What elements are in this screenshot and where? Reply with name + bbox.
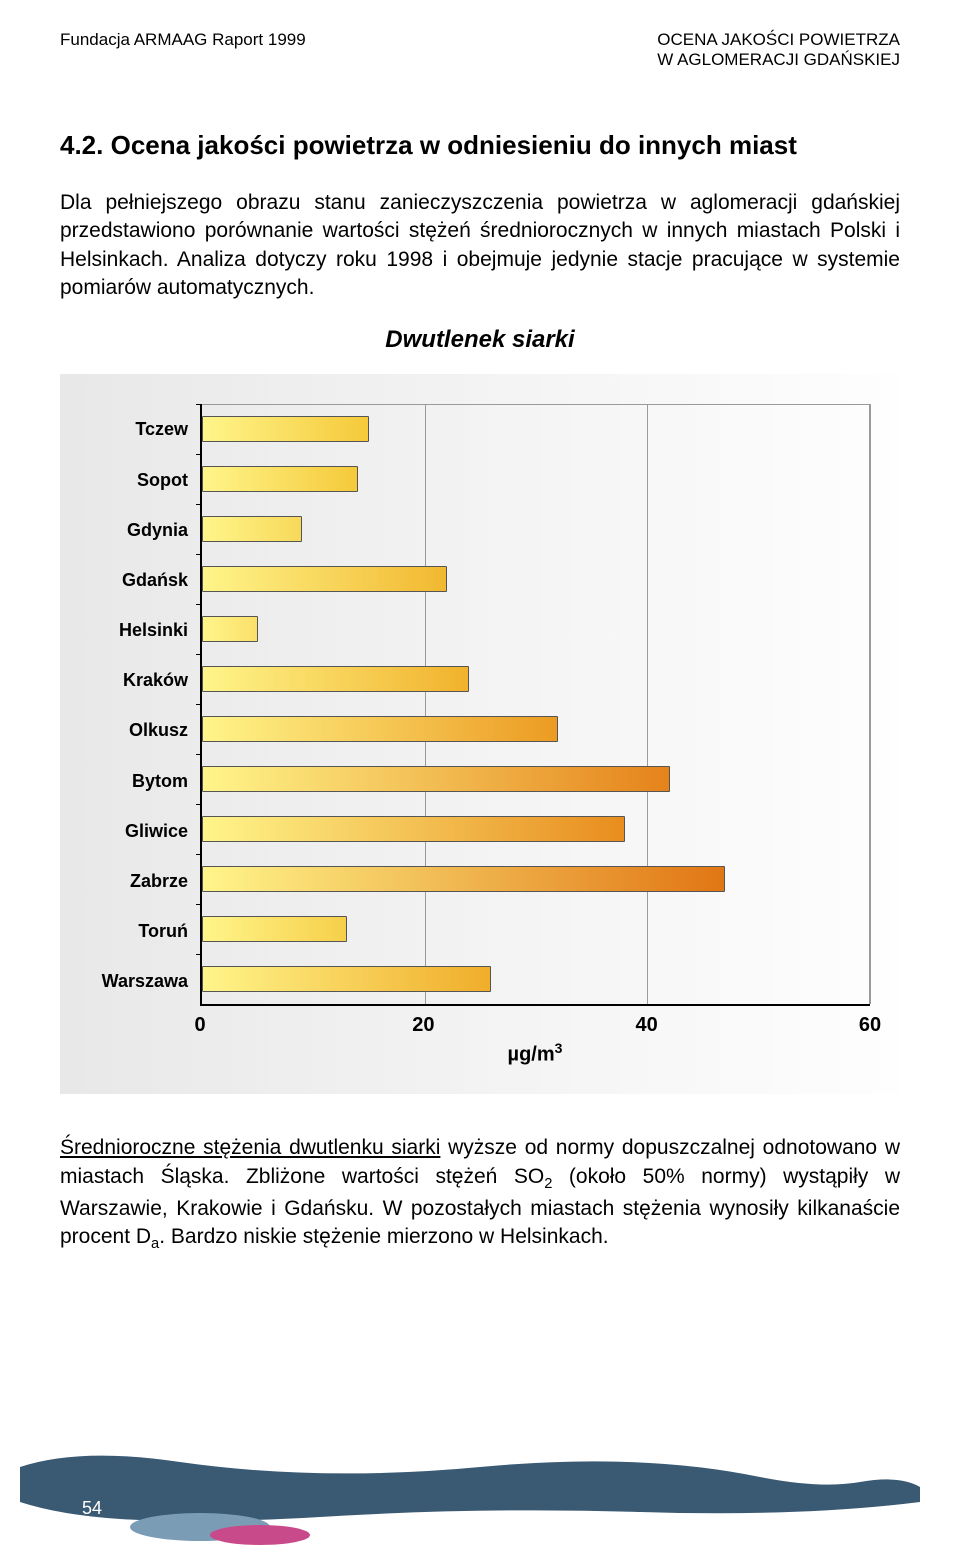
y-label: Warszawa [102,956,188,1006]
y-tick [196,754,202,755]
bar [202,866,725,892]
x-spacer [90,1014,200,1064]
bar-row [202,754,870,804]
bar-row [202,704,870,754]
x-tick: 60 [859,1014,881,1037]
x-tick: 20 [412,1014,434,1037]
y-label: Olkusz [129,705,188,755]
bar-row [202,804,870,854]
bar [202,616,258,642]
y-label: Gdynia [127,505,188,555]
conclusion-underline: Średnioroczne stężenia dwutlenku siarki [60,1136,440,1159]
y-tick [196,454,202,455]
y-label: Toruń [138,906,188,956]
header-right: OCENA JAKOŚCI POWIETRZA W AGLOMERACJI GD… [657,30,900,70]
conclusion-part-d: . Bardzo niskie stężenie mierzono w Hels… [159,1225,608,1248]
footer-shape-accent2 [210,1525,310,1545]
y-tick [196,404,202,405]
bar-row [202,504,870,554]
x-tick: 0 [194,1014,205,1037]
y-tick [196,904,202,905]
y-tick [196,604,202,605]
bar-row [202,454,870,504]
bar [202,666,469,692]
y-label: Tczew [135,404,188,454]
x-axis-unit: µg/m3 [508,1040,563,1067]
y-label: Helsinki [119,605,188,655]
bar [202,916,347,942]
intro-paragraph: Dla pełniejszego obrazu stanu zanieczysz… [60,189,900,302]
bar-row [202,554,870,604]
bar-row [202,954,870,1004]
x-ticks: µg/m3 0204060 [200,1014,870,1064]
bar [202,416,369,442]
y-label: Gdańsk [122,555,188,605]
bar [202,966,491,992]
bar [202,516,302,542]
header-right-line2: W AGLOMERACJI GDAŃSKIEJ [657,50,900,70]
section-title: 4.2. Ocena jakości powietrza w odniesien… [60,130,900,161]
bar-row [202,904,870,954]
bar-row [202,604,870,654]
y-tick [196,554,202,555]
y-label: Gliwice [125,806,188,856]
gridline [870,404,871,1004]
bar-row [202,854,870,904]
footer-shape-main [20,1456,920,1522]
bar [202,716,558,742]
bar [202,816,625,842]
footer-art [0,1427,960,1547]
da-subscript: a [151,1236,159,1252]
header-right-line1: OCENA JAKOŚCI POWIETRZA [657,30,900,50]
bar [202,766,670,792]
header-left: Fundacja ARMAAG Raport 1999 [60,30,306,50]
y-label: Sopot [137,455,188,505]
bar [202,466,358,492]
chart-bars [202,404,870,1004]
y-tick [196,804,202,805]
chart-panel: TczewSopotGdyniaGdańskHelsinkiKrakówOlku… [60,374,900,1094]
chart-plot [200,404,870,1006]
page-footer: 54 [0,1427,960,1547]
chart-title: Dwutlenek siarki [60,326,900,354]
bar [202,566,447,592]
y-tick [196,654,202,655]
page-header: Fundacja ARMAAG Raport 1999 OCENA JAKOŚC… [60,30,900,70]
page-number: 54 [82,1498,102,1519]
conclusion-paragraph: Średnioroczne stężenia dwutlenku siarki … [60,1134,900,1255]
y-tick [196,854,202,855]
x-tick: 40 [636,1014,658,1037]
y-label: Bytom [132,756,188,806]
y-label: Kraków [123,655,188,705]
y-label: Zabrze [130,856,188,906]
y-tick [196,704,202,705]
chart-area: TczewSopotGdyniaGdańskHelsinkiKrakówOlku… [90,404,870,1006]
y-tick [196,504,202,505]
bar-row [202,404,870,454]
x-axis: µg/m3 0204060 [90,1014,870,1064]
y-tick [196,954,202,955]
y-axis-labels: TczewSopotGdyniaGdańskHelsinkiKrakówOlku… [90,404,200,1006]
bar-row [202,654,870,704]
